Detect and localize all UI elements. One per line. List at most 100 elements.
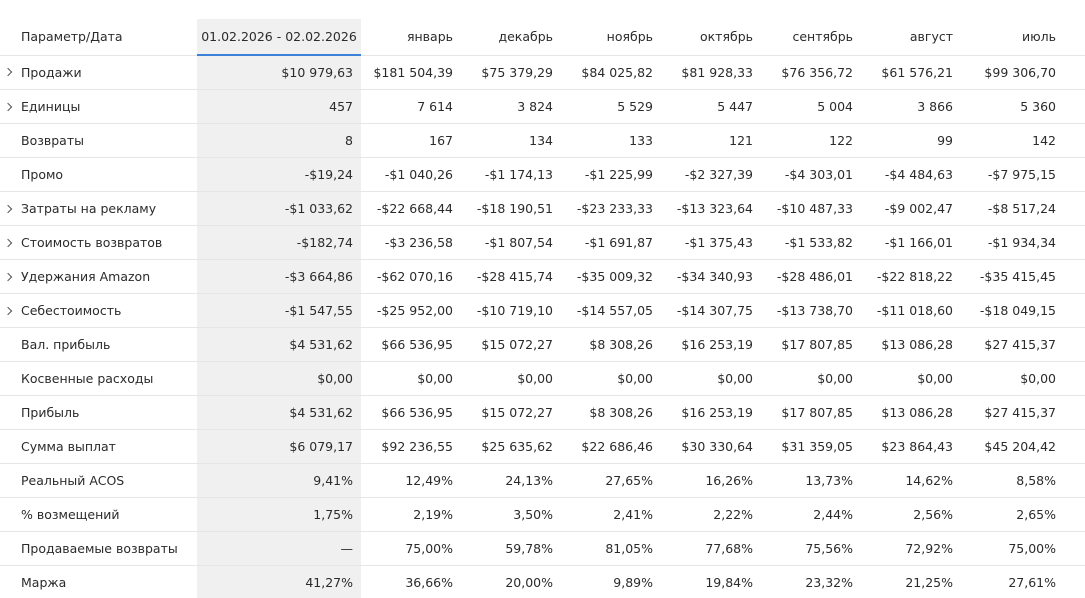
value-cell: $75 379,29 [461,55,561,90]
table-row: Продаваемые возвраты —75,00% 59,78% 81,05% 7… [0,531,1085,566]
table-row[interactable]: Стоимость возвратов -$182,74 -$3 236,58 -$1… [0,225,1085,260]
value-cell: 5 004 [761,89,861,124]
value-cell: 12,49% [361,463,461,498]
value-cell: -$22 818,22 [861,259,961,294]
row-label-cell[interactable]: Стоимость возвратов [0,225,197,260]
value-cell: 2,44% [761,497,861,532]
table-row[interactable]: Продажи $10 979,63 $181 504,39 $75 379,29 $8… [0,55,1085,90]
row-label: Себестоимость [21,303,122,318]
column-header[interactable]: ноябрь [561,19,661,56]
row-label-cell[interactable]: Единицы [0,89,197,124]
row-label: Вал. прибыль [21,337,111,352]
value-cell: $25 635,62 [461,429,561,464]
value-cell: -$35 415,45 [961,259,1085,294]
value-cell: $0,00 [361,361,461,396]
chevron-right-icon[interactable] [3,238,13,247]
value-cell: $66 536,95 [361,327,461,362]
row-label-cell[interactable]: Продажи [0,55,197,90]
value-cell: -$10 487,33 [761,191,861,226]
value-cell: $0,00 [461,361,561,396]
row-label-cell: Косвенные расходы [0,361,197,396]
value-cell: -$1 040,26 [361,157,461,192]
chevron-right-icon[interactable] [3,102,13,111]
value-cell: -$1 934,34 [961,225,1085,260]
table-row: Возвраты 8 167 134 133 121 122 99 142 [0,123,1085,158]
chevron-right-icon[interactable] [3,68,13,77]
column-header-selected-period[interactable]: 01.02.2026 - 02.02.2026 [197,19,361,56]
value-cell: $27 415,37 [961,327,1085,362]
value-cell: 133 [561,123,661,158]
value-cell: 2,41% [561,497,661,532]
table-row[interactable]: Затраты на рекламу -$1 033,62 -$22 668,44-… [0,191,1085,226]
value-cell: -$7 975,15 [961,157,1085,192]
value-cell: -$14 557,05 [561,293,661,328]
value-cell: $0,00 [197,361,361,396]
value-cell: $10 979,63 [197,55,361,90]
row-label-cell[interactable]: Себестоимость [0,293,197,328]
value-cell: $17 807,85 [761,327,861,362]
column-header[interactable]: сентябрь [761,19,861,56]
row-label-cell: Реальный ACOS [0,463,197,498]
chevron-right-icon[interactable] [3,272,13,281]
table-row[interactable]: Удержания Amazon -$3 664,86 -$62 070,16 -$2… [0,259,1085,294]
table-row[interactable]: Единицы 457 7 614 3 824 5 529 5 447 5 004 3 866… [0,89,1085,124]
value-cell: $99 306,70 [961,55,1085,90]
value-cell: -$28 415,74 [461,259,561,294]
value-cell: -$1 174,13 [461,157,561,192]
value-cell: -$4 303,01 [761,157,861,192]
value-cell: 167 [361,123,461,158]
value-cell: -$22 668,44 [361,191,461,226]
table-row[interactable]: Себестоимость -$1 547,55 -$25 952,00 -$10 7… [0,293,1085,328]
value-cell: 2,65% [961,497,1085,532]
value-cell: -$1 533,82 [761,225,861,260]
value-cell: -$18 190,51 [461,191,561,226]
value-cell: $8 308,26 [561,395,661,430]
value-cell: 2,56% [861,497,961,532]
column-header[interactable]: январь [361,19,461,56]
value-cell: 1,75% [197,497,361,532]
value-cell: $84 025,82 [561,55,661,90]
table-row: Вал. прибыль $4 531,62 $66 536,95 $15 072,2… [0,327,1085,362]
row-label-cell[interactable]: Удержания Amazon [0,259,197,294]
column-header[interactable]: август [861,19,961,56]
value-cell: $13 086,28 [861,327,961,362]
row-label: Стоимость возвратов [21,235,163,250]
value-cell: -$34 340,93 [661,259,761,294]
value-cell: $22 686,46 [561,429,661,464]
value-cell: -$14 307,75 [661,293,761,328]
value-cell: 81,05% [561,531,661,566]
value-cell: 27,61% [961,565,1085,598]
value-cell: -$1 807,54 [461,225,561,260]
value-cell: 14,62% [861,463,961,498]
value-cell: 27,65% [561,463,661,498]
row-label: Удержания Amazon [21,269,151,284]
value-cell: -$19,24 [197,157,361,192]
row-label: Косвенные расходы [21,371,154,386]
value-cell: -$1 166,01 [861,225,961,260]
column-header[interactable]: июль [961,19,1085,56]
chevron-right-icon[interactable] [3,204,13,213]
value-cell: 7 614 [361,89,461,124]
row-label-cell[interactable]: Затраты на рекламу [0,191,197,226]
row-label: Единицы [21,99,81,114]
value-cell: $0,00 [561,361,661,396]
column-header[interactable]: декабрь [461,19,561,56]
value-cell: -$2 327,39 [661,157,761,192]
chevron-right-icon[interactable] [3,306,13,315]
value-cell: 3 866 [861,89,961,124]
row-label: Реальный ACOS [21,473,125,488]
value-cell: 9,41% [197,463,361,498]
value-cell: $15 072,27 [461,327,561,362]
param-date-header: Параметр/Дата [0,19,197,56]
value-cell: 75,56% [761,531,861,566]
value-cell: -$62 070,16 [361,259,461,294]
value-cell: -$3 664,86 [197,259,361,294]
value-cell: $92 236,55 [361,429,461,464]
row-label: Сумма выплат [21,439,116,454]
value-cell: -$35 009,32 [561,259,661,294]
value-cell: -$3 236,58 [361,225,461,260]
column-header[interactable]: октябрь [661,19,761,56]
row-label-cell: Вал. прибыль [0,327,197,362]
value-cell: $30 330,64 [661,429,761,464]
